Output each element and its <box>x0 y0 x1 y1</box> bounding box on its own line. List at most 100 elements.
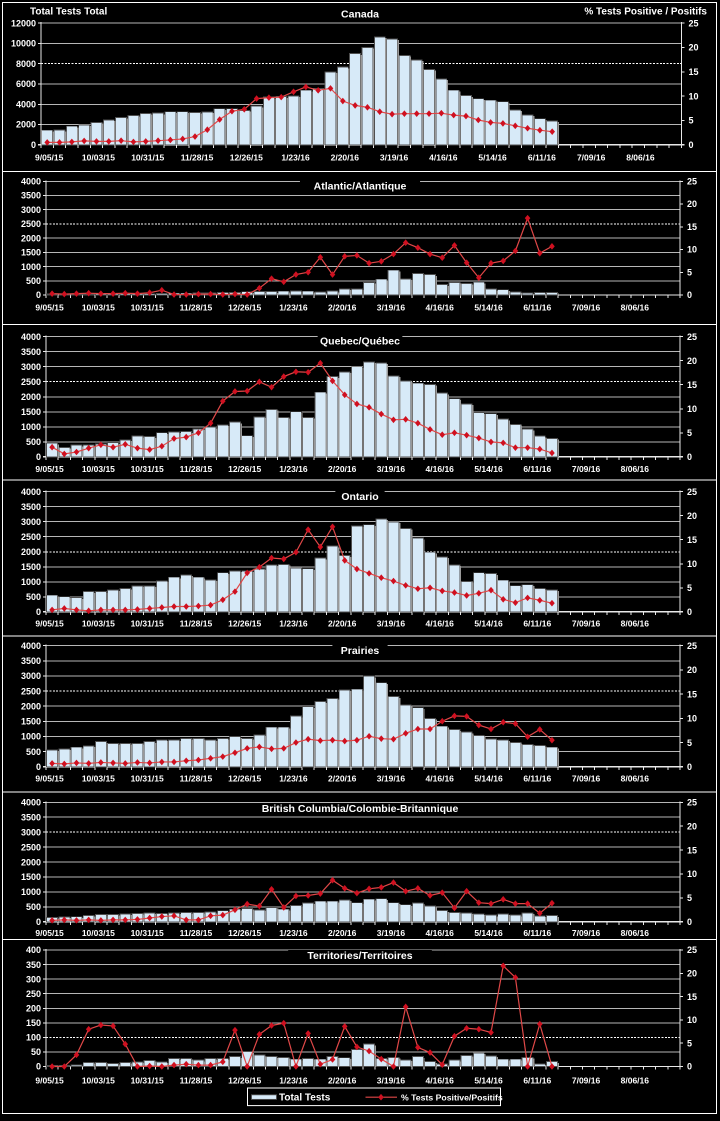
svg-text:5/14/16: 5/14/16 <box>474 1076 503 1086</box>
svg-text:3500: 3500 <box>21 656 41 666</box>
svg-text:500: 500 <box>26 747 41 757</box>
svg-text:4/16/16: 4/16/16 <box>426 774 455 784</box>
svg-text:9/05/15: 9/05/15 <box>35 464 64 474</box>
svg-text:12/26/15: 12/26/15 <box>228 303 261 313</box>
svg-text:20: 20 <box>687 511 697 521</box>
svg-text:4000: 4000 <box>21 332 41 342</box>
svg-text:8/06/16: 8/06/16 <box>621 1076 650 1086</box>
svg-text:20: 20 <box>687 199 697 209</box>
svg-text:10/03/15: 10/03/15 <box>82 619 115 629</box>
svg-text:2000: 2000 <box>21 857 41 867</box>
svg-text:0: 0 <box>36 1062 41 1072</box>
svg-text:Quebec/Québec: Quebec/Québec <box>320 336 400 348</box>
svg-text:2000: 2000 <box>21 547 41 557</box>
svg-text:5: 5 <box>687 893 692 903</box>
svg-text:11/28/15: 11/28/15 <box>180 619 213 629</box>
svg-text:British Columbia/Colombie-Brit: British Columbia/Colombie-Britannique <box>262 803 459 815</box>
svg-text:5/14/16: 5/14/16 <box>474 928 503 938</box>
svg-text:5/14/16: 5/14/16 <box>478 153 507 163</box>
svg-text:0: 0 <box>36 452 41 462</box>
svg-text:0: 0 <box>36 762 41 772</box>
svg-text:3/19/16: 3/19/16 <box>377 303 406 313</box>
svg-text:Atlantic/Atlantique: Atlantic/Atlantique <box>314 181 407 193</box>
svg-text:11/28/15: 11/28/15 <box>180 464 213 474</box>
svg-text:0: 0 <box>687 1062 692 1072</box>
svg-text:20: 20 <box>687 356 697 366</box>
svg-text:3/19/16: 3/19/16 <box>377 774 406 784</box>
svg-text:25: 25 <box>689 18 699 28</box>
svg-text:12/26/15: 12/26/15 <box>228 619 261 629</box>
svg-text:2500: 2500 <box>21 377 41 387</box>
svg-text:1500: 1500 <box>21 248 41 258</box>
svg-text:5/14/16: 5/14/16 <box>474 774 503 784</box>
svg-text:2/20/16: 2/20/16 <box>328 619 357 629</box>
svg-text:10/03/15: 10/03/15 <box>82 303 115 313</box>
svg-text:2/20/16: 2/20/16 <box>328 928 357 938</box>
svg-text:2000: 2000 <box>16 120 36 130</box>
svg-text:0: 0 <box>687 452 692 462</box>
svg-text:1500: 1500 <box>21 407 41 417</box>
svg-text:10000: 10000 <box>11 39 36 49</box>
svg-text:12/26/15: 12/26/15 <box>228 1076 261 1086</box>
svg-text:5/14/16: 5/14/16 <box>474 464 503 474</box>
svg-text:11/28/15: 11/28/15 <box>180 928 213 938</box>
svg-text:0: 0 <box>36 917 41 927</box>
svg-text:2500: 2500 <box>21 842 41 852</box>
svg-text:11/28/15: 11/28/15 <box>180 303 213 313</box>
svg-text:Canada: Canada <box>341 9 379 21</box>
svg-text:50: 50 <box>31 1047 41 1057</box>
svg-text:15: 15 <box>687 992 697 1002</box>
svg-text:10: 10 <box>687 559 697 569</box>
svg-text:20: 20 <box>689 43 699 53</box>
svg-text:4/16/16: 4/16/16 <box>426 464 455 474</box>
svg-text:1/23/16: 1/23/16 <box>281 153 310 163</box>
svg-text:3000: 3000 <box>21 517 41 527</box>
svg-text:500: 500 <box>26 592 41 602</box>
svg-text:6/11/16: 6/11/16 <box>523 464 551 474</box>
svg-text:2/20/16: 2/20/16 <box>328 303 357 313</box>
svg-text:1/23/16: 1/23/16 <box>279 928 308 938</box>
svg-text:0: 0 <box>687 917 692 927</box>
svg-text:8/06/16: 8/06/16 <box>621 928 650 938</box>
svg-text:100: 100 <box>26 1033 41 1043</box>
svg-text:1/23/16: 1/23/16 <box>279 774 308 784</box>
svg-text:12/26/15: 12/26/15 <box>228 928 261 938</box>
svg-text:1000: 1000 <box>21 732 41 742</box>
svg-text:25: 25 <box>687 945 697 955</box>
svg-text:10: 10 <box>687 714 697 724</box>
svg-text:10/31/15: 10/31/15 <box>131 1076 164 1086</box>
svg-text:2000: 2000 <box>21 233 41 243</box>
svg-text:6/11/16: 6/11/16 <box>523 1076 551 1086</box>
svg-text:10/31/15: 10/31/15 <box>131 928 164 938</box>
svg-text:7/09/16: 7/09/16 <box>572 1076 601 1086</box>
svg-text:9/05/15: 9/05/15 <box>35 774 64 784</box>
svg-text:9/05/15: 9/05/15 <box>35 1076 64 1086</box>
svg-text:2/20/16: 2/20/16 <box>328 464 357 474</box>
svg-text:8000: 8000 <box>16 59 36 69</box>
svg-text:3/19/16: 3/19/16 <box>377 928 406 938</box>
svg-text:12000: 12000 <box>11 18 36 28</box>
svg-text:8/06/16: 8/06/16 <box>621 303 650 313</box>
svg-text:3/19/16: 3/19/16 <box>377 1076 406 1086</box>
svg-text:4/16/16: 4/16/16 <box>426 619 455 629</box>
svg-text:10/31/15: 10/31/15 <box>131 464 164 474</box>
svg-text:7/09/16: 7/09/16 <box>572 774 601 784</box>
svg-text:7/09/16: 7/09/16 <box>572 928 601 938</box>
svg-text:4000: 4000 <box>21 177 41 187</box>
svg-text:10: 10 <box>687 245 697 255</box>
svg-text:10: 10 <box>687 404 697 414</box>
svg-text:25: 25 <box>687 641 697 651</box>
svg-text:25: 25 <box>687 177 697 187</box>
svg-text:20: 20 <box>687 665 697 675</box>
svg-text:9/05/15: 9/05/15 <box>35 303 64 313</box>
svg-text:9/05/15: 9/05/15 <box>35 153 64 163</box>
svg-text:5/14/16: 5/14/16 <box>474 619 503 629</box>
svg-text:9/05/15: 9/05/15 <box>35 928 64 938</box>
svg-text:15: 15 <box>689 67 699 77</box>
svg-text:250: 250 <box>26 989 41 999</box>
svg-text:6/11/16: 6/11/16 <box>523 774 551 784</box>
svg-text:2/20/16: 2/20/16 <box>331 153 360 163</box>
svg-text:10: 10 <box>687 869 697 879</box>
svg-text:0: 0 <box>687 762 692 772</box>
svg-text:Prairies: Prairies <box>341 645 380 657</box>
